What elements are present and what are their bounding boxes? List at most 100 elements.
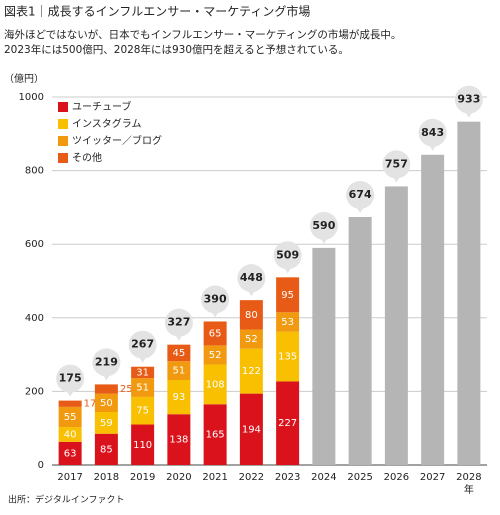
bar-segment xyxy=(58,427,82,442)
total-label: 448 xyxy=(240,271,263,284)
source: 出所：デジタルインファクト xyxy=(8,494,125,506)
bubble xyxy=(92,348,121,377)
value-label: 95 xyxy=(281,290,294,301)
value-label: 122 xyxy=(242,366,261,377)
bar-segment xyxy=(203,364,227,405)
legend-swatch xyxy=(58,136,68,146)
subtitle: 2023年には500億円、2028年には930億円を超えると予想されている。 xyxy=(4,43,349,56)
value-label: 165 xyxy=(206,430,225,441)
bubble xyxy=(56,364,85,393)
legend-label: ツイッター／ブログ xyxy=(72,134,162,147)
bubble xyxy=(273,241,302,270)
value-label: 53 xyxy=(281,317,294,328)
value-label: 75 xyxy=(136,406,149,417)
legend-swatch xyxy=(58,153,68,163)
bar-segment xyxy=(58,400,82,407)
value-label: 85 xyxy=(100,444,113,455)
y-tick-label: 0 xyxy=(38,460,44,471)
bar-segment xyxy=(276,277,300,313)
bar-segment xyxy=(203,321,227,346)
bar-segment xyxy=(167,379,191,415)
bubble xyxy=(128,330,157,359)
y-tick-label: 800 xyxy=(25,166,44,177)
legend-label: ユーチューブ xyxy=(72,100,131,113)
forecast-bar xyxy=(312,247,336,465)
bar-segment xyxy=(239,348,263,394)
bubble xyxy=(164,308,193,337)
x-tick-label: 2027 xyxy=(420,472,445,483)
bar-segment xyxy=(131,396,155,425)
y-tick-label: 400 xyxy=(25,313,44,324)
x-tick-label: 2025 xyxy=(347,472,372,483)
total-label: 390 xyxy=(204,292,227,305)
bar-segment xyxy=(239,393,263,465)
x-tick-label: 2028 xyxy=(456,472,481,483)
bar-segment xyxy=(203,404,227,465)
x-tick-label: 2023 xyxy=(275,472,300,483)
bar-segment xyxy=(94,433,118,465)
value-label: 194 xyxy=(242,424,261,435)
forecast-bar xyxy=(457,121,481,465)
bar-segment xyxy=(276,331,300,382)
x-tick-label: 2026 xyxy=(384,472,409,483)
x-tick-label: 2019 xyxy=(130,472,155,483)
bubble xyxy=(418,118,447,147)
x-tick-label: 2024 xyxy=(311,472,336,483)
value-label: 108 xyxy=(206,379,225,390)
forecast-bar xyxy=(348,216,372,465)
forecast-bar xyxy=(421,154,445,465)
total-label: 327 xyxy=(167,316,190,329)
value-label: 17 xyxy=(84,399,97,410)
x-tick-label: 2021 xyxy=(202,472,227,483)
value-label: 25 xyxy=(120,384,133,395)
total-label: 590 xyxy=(312,219,335,232)
bar-segment xyxy=(94,393,118,413)
bar-segment xyxy=(276,312,300,332)
value-label: 80 xyxy=(245,310,258,321)
x-unit: 年 xyxy=(464,483,474,496)
value-label: 51 xyxy=(173,366,186,377)
total-label: 267 xyxy=(131,338,154,351)
bar-segment xyxy=(131,378,155,397)
bar-segment xyxy=(94,384,118,394)
total-label: 219 xyxy=(95,355,118,368)
value-label: 40 xyxy=(64,429,77,440)
bar-segment xyxy=(131,424,155,465)
bubble xyxy=(454,85,483,114)
value-label: 227 xyxy=(278,418,297,429)
bubble xyxy=(201,285,230,314)
y-tick-label: 1000 xyxy=(19,92,44,103)
bubble xyxy=(346,180,375,209)
value-label: 51 xyxy=(136,383,149,394)
bar-segment xyxy=(94,412,118,434)
bar-segment xyxy=(239,329,263,349)
bar-segment xyxy=(58,406,82,428)
value-label: 135 xyxy=(278,352,297,363)
value-label: 138 xyxy=(169,435,188,446)
value-label: 110 xyxy=(133,440,152,451)
x-tick-label: 2020 xyxy=(166,472,191,483)
bar-segment xyxy=(58,441,82,465)
value-label: 45 xyxy=(173,348,186,359)
x-tick-label: 2018 xyxy=(94,472,119,483)
bubble xyxy=(382,150,411,179)
y-tick-label: 200 xyxy=(25,386,44,397)
total-label: 509 xyxy=(276,248,299,261)
value-label: 31 xyxy=(136,367,149,378)
forecast-bar xyxy=(384,186,408,465)
bubble xyxy=(237,264,266,293)
total-label: 843 xyxy=(421,126,444,139)
chart-title: 図表1｜成長するインフルエンサー・マーケティング市場 xyxy=(4,4,310,19)
value-label: 52 xyxy=(245,334,258,345)
value-label: 52 xyxy=(209,350,222,361)
bar-segment xyxy=(167,361,191,380)
bar-segment xyxy=(167,344,191,362)
bar-segment xyxy=(131,366,155,379)
value-label: 50 xyxy=(100,398,113,409)
subtitle: 海外ほどではないが、日本でもインフルエンサー・マーケティングの市場が成長中。 xyxy=(4,28,401,41)
x-tick-label: 2017 xyxy=(57,472,82,483)
total-label: 933 xyxy=(457,93,480,106)
value-label: 93 xyxy=(173,392,186,403)
value-label: 59 xyxy=(100,418,113,429)
